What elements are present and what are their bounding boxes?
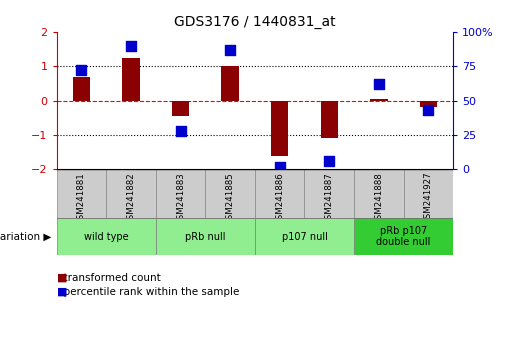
Bar [57, 218, 156, 255]
Text: GSM241927: GSM241927 [424, 172, 433, 224]
Text: percentile rank within the sample: percentile rank within the sample [57, 287, 239, 297]
Text: GSM241887: GSM241887 [325, 172, 334, 224]
Text: GSM241883: GSM241883 [176, 172, 185, 224]
Bar [156, 169, 205, 218]
Text: transformed count: transformed count [57, 273, 160, 283]
Text: pRb null: pRb null [185, 232, 226, 241]
Bar [321, 101, 338, 138]
Bar [73, 76, 90, 101]
Point [325, 158, 333, 164]
Bar [354, 169, 404, 218]
Bar [304, 169, 354, 218]
Bar [106, 169, 156, 218]
Point [77, 68, 85, 73]
Text: GSM241885: GSM241885 [226, 172, 235, 224]
Text: genotype/variation ▶: genotype/variation ▶ [0, 232, 52, 241]
Text: p107 null: p107 null [282, 232, 328, 241]
Bar [156, 218, 255, 255]
Text: GSM241888: GSM241888 [374, 172, 383, 224]
Text: ■: ■ [57, 273, 67, 283]
Bar [271, 101, 288, 156]
Text: wild type: wild type [84, 232, 129, 241]
Bar [57, 169, 106, 218]
Text: GSM241881: GSM241881 [77, 172, 86, 224]
Bar [123, 58, 140, 101]
Point [177, 128, 185, 134]
Bar [404, 169, 453, 218]
Text: ■: ■ [57, 287, 67, 297]
Bar [354, 218, 453, 255]
Point [375, 81, 383, 87]
Point [226, 47, 234, 52]
Bar [172, 101, 189, 116]
Bar [370, 99, 387, 101]
Text: pRb p107
double null: pRb p107 double null [376, 226, 431, 247]
Point [127, 43, 135, 48]
Text: GSM241882: GSM241882 [127, 172, 135, 224]
Bar [221, 66, 239, 101]
Point [276, 164, 284, 170]
Bar [420, 101, 437, 108]
Point [424, 107, 433, 113]
Text: GSM241886: GSM241886 [275, 172, 284, 224]
Bar [255, 169, 304, 218]
Title: GDS3176 / 1440831_at: GDS3176 / 1440831_at [174, 16, 336, 29]
Bar [205, 169, 255, 218]
Bar [255, 218, 354, 255]
